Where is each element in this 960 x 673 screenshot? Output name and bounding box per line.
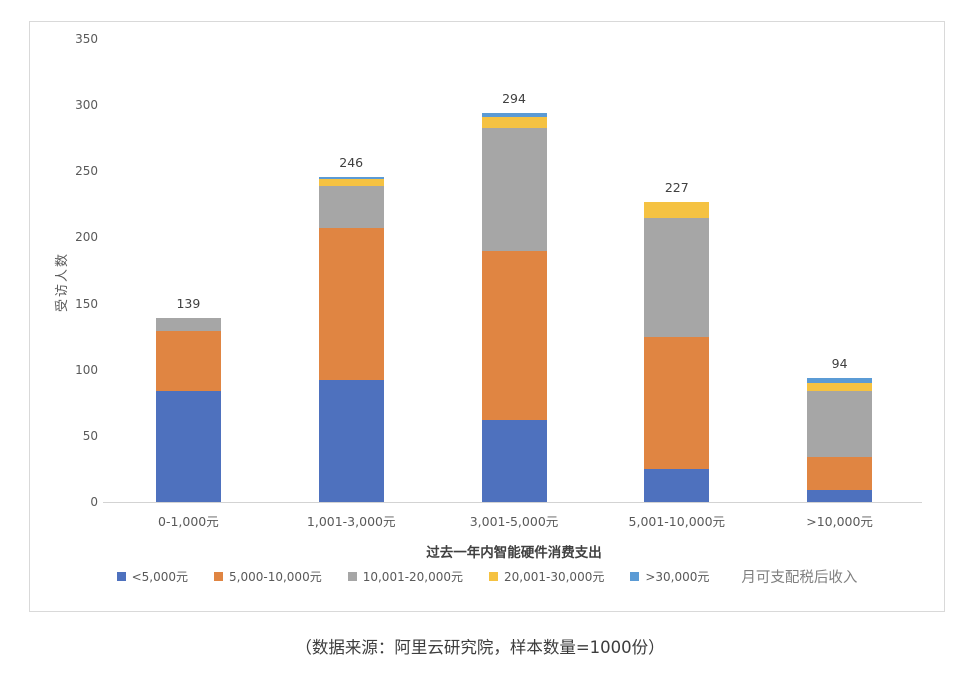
- bar-segment: [318, 228, 384, 381]
- x-axis-category-label: 0-1,000元: [158, 514, 219, 529]
- y-axis-tick-label: 200: [75, 230, 98, 245]
- bar-segment: [155, 331, 221, 391]
- bar-segment: [155, 318, 221, 332]
- y-axis-tick-label: 350: [75, 32, 98, 46]
- y-axis-tick-label: 100: [75, 362, 98, 377]
- bar-segment: [481, 117, 547, 128]
- chart-card: 受访人数 <5,000元 5,000-10,000元 10,001-20,000元 2…: [29, 21, 945, 612]
- bar-segment: [807, 382, 873, 391]
- bar-segment: [644, 468, 710, 502]
- legend-swatch: [630, 572, 640, 581]
- x-axis-category-label: 5,001-10,000元: [628, 514, 726, 529]
- x-axis-category-label: >10,000元: [806, 514, 873, 529]
- bar-segment: [644, 336, 710, 469]
- bar-segment: [644, 217, 710, 337]
- y-axis-tick-label: 0: [90, 495, 98, 509]
- legend-item: <5,000元: [116, 568, 189, 585]
- bar-segment: [481, 419, 547, 502]
- legend-item-label: 10,001-20,000元: [362, 570, 464, 584]
- x-axis-line: [103, 502, 922, 503]
- y-axis-tick-label: 300: [75, 98, 98, 113]
- bar-segment: [807, 457, 873, 491]
- caption: （数据来源：阿里云研究院，样本数量=1000份）: [295, 638, 665, 657]
- bar-total-label: 294: [502, 91, 526, 107]
- bar-segment: [318, 179, 384, 186]
- bar-segment: [807, 377, 873, 383]
- bar-total-label: 246: [339, 154, 364, 170]
- bar-segment: [807, 490, 873, 502]
- bar-segment: [481, 127, 547, 251]
- y-axis-tick-label: 50: [82, 428, 98, 443]
- bar-segment: [481, 113, 547, 118]
- legend-title: 月可支配税后收入: [741, 570, 858, 586]
- y-axis-tick-label: 250: [75, 164, 98, 179]
- legend: <5,000元 5,000-10,000元 10,001-20,000元 20,001…: [30, 566, 944, 587]
- legend-swatch: [489, 572, 499, 581]
- legend-swatch: [214, 572, 224, 581]
- legend-item: 5,000-10,000元: [214, 568, 322, 585]
- x-axis-category-label: 3,001-5,000元: [469, 514, 559, 529]
- legend-item-label: 20,001-30,000元: [504, 570, 605, 584]
- legend-item-label: >30,000元: [645, 570, 710, 584]
- legend-item-label: <5,000元: [131, 570, 189, 584]
- y-axis-title: 受访人数: [55, 252, 70, 313]
- bar-segment: [155, 390, 221, 502]
- legend-item: 10,001-20,000元: [347, 568, 464, 585]
- bar-total-label: 94: [831, 355, 848, 371]
- bar-segment: [318, 176, 384, 180]
- x-axis-category-label: 1,001-3,000元: [306, 514, 396, 529]
- bar-segment: [481, 250, 547, 420]
- legend-swatch: [347, 572, 357, 581]
- legend-item: 20,001-30,000元: [489, 568, 604, 585]
- bar-total-label: 139: [176, 296, 201, 312]
- bar-total-label: 227: [664, 179, 689, 195]
- bar-segment: [318, 380, 384, 502]
- legend-item: >30,000元: [630, 568, 709, 585]
- bar-segment: [644, 201, 710, 218]
- x-axis-title: 过去一年内智能硬件消费支出: [426, 545, 602, 561]
- bar-segment: [318, 185, 384, 229]
- legend-item-label: 5,000-10,000元: [229, 570, 322, 584]
- legend-swatch: [116, 572, 126, 581]
- bar-segment: [807, 390, 873, 458]
- y-axis-tick-label: 150: [75, 296, 98, 311]
